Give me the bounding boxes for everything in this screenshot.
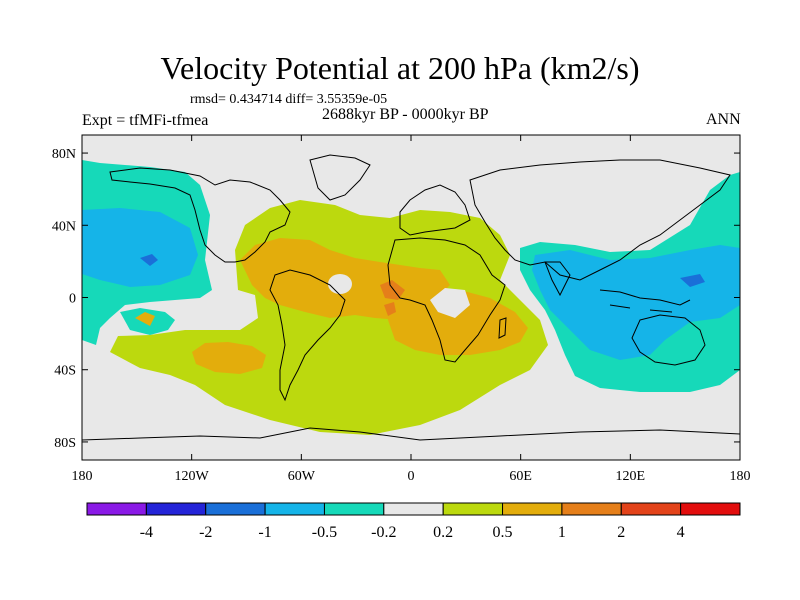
colorbar-label: 0.2: [433, 524, 453, 541]
colorbar-label: -0.5: [312, 524, 337, 541]
colorbar-swatch: [561, 502, 622, 516]
lat-label: 40S: [54, 364, 76, 379]
coast-north-america: [109, 167, 291, 263]
stats-label: rmsd= 0.434714 diff= 3.55359e-05: [190, 92, 388, 107]
colorbar-label: 1: [558, 524, 566, 541]
coast-europe: [399, 184, 471, 236]
coast-africa: [387, 237, 506, 363]
colorbar-swatch: [620, 502, 682, 516]
negative-core-warm-pool-small: [680, 274, 705, 287]
positive-max-gulf-guinea: [384, 302, 396, 316]
colorbar-swatch: [264, 502, 325, 516]
negative-core-warm-pool: [532, 245, 740, 360]
colorbar-label: -1: [258, 524, 271, 541]
season-label: ANN: [706, 111, 741, 128]
colorbar-swatch: [205, 502, 266, 516]
colorbar-swatch: [502, 502, 563, 516]
lon-label: 60W: [288, 469, 316, 484]
colorbar-label: -4: [140, 524, 153, 541]
contour-fields: [82, 154, 740, 441]
colorbar-swatch: [383, 502, 444, 516]
colorbar-label: -0.2: [371, 524, 396, 541]
positive-max-westafrica: [380, 280, 405, 300]
colorbar-label: 0.5: [493, 524, 513, 541]
lat-label: 80N: [52, 147, 76, 162]
lon-label: 60E: [509, 469, 532, 484]
lat-label: 40N: [52, 219, 76, 234]
colorbar-swatch: [323, 502, 385, 516]
positive-core-africa: [388, 290, 528, 355]
lat-label: 0: [69, 292, 76, 307]
coastlines: [82, 154, 740, 441]
colorbar-swatch: [86, 502, 147, 516]
coast-asia: [469, 159, 731, 281]
coast-madagascar: [498, 317, 507, 339]
latitude-axis: 80N 40N 0 40S 80S: [52, 147, 740, 451]
colorbar: -4 -2 -1 -0.5 -0.2 0.2 0.5 1 2 4: [86, 502, 741, 541]
coast-india: [544, 261, 571, 297]
lon-label: 120W: [175, 469, 210, 484]
period-label: 2688kyr BP - 0000kyr BP: [322, 106, 489, 123]
coast-greenland: [309, 154, 371, 201]
colorbar-label: -2: [199, 524, 212, 541]
coast-maritime-continent: [599, 289, 691, 313]
lat-label: 80S: [54, 436, 76, 451]
colorbar-label: 2: [617, 524, 625, 541]
colorbar-swatch: [145, 502, 207, 516]
negative-core-pacific: [82, 208, 198, 287]
coast-antarctica: [82, 427, 740, 441]
experiment-label: Expt = tfMFi-tfmea: [82, 112, 209, 129]
lon-label: 180: [72, 469, 93, 484]
positive-core-pacific-east: [135, 312, 155, 326]
longitude-axis: 180 120W 60W 0 60E 120E 180: [72, 135, 751, 484]
neutral-patch-atlantic: [328, 274, 352, 294]
coast-south-america: [269, 269, 346, 402]
plot-title: Velocity Potential at 200 hPa (km2/s): [160, 50, 640, 86]
lon-label: 120E: [616, 469, 646, 484]
colorbar-swatch: [680, 502, 741, 516]
positive-core-southatlantic: [192, 342, 266, 374]
negative-core-pacific-small: [140, 254, 158, 266]
colorbar-label: 4: [677, 524, 685, 541]
colorbar-swatch: [442, 502, 504, 516]
lon-label: 0: [408, 469, 415, 484]
coast-australia: [631, 314, 706, 366]
lon-label: 180: [730, 469, 751, 484]
neutral-patch-africa: [430, 288, 470, 318]
